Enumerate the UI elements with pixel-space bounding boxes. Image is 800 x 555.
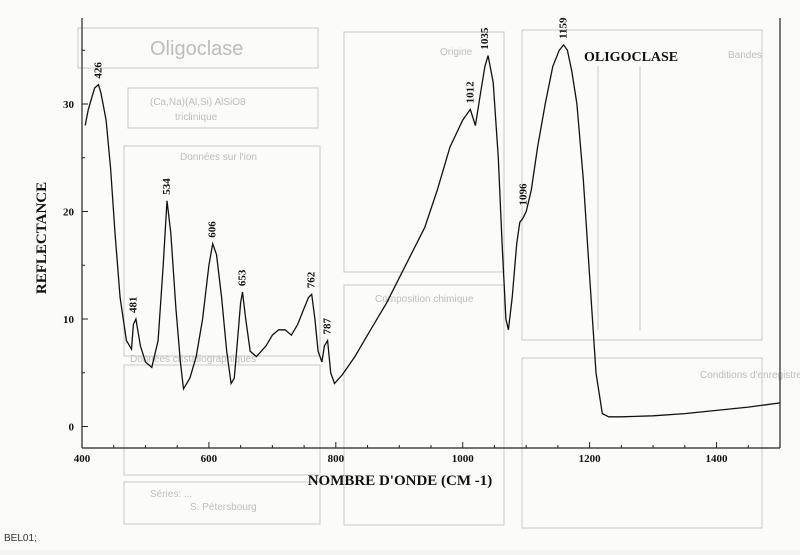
form-formula-sub: triclinique [175,112,218,123]
x-ticks: 400 600 800 1000 1200 1400 [74,442,781,465]
peak-label: 653 [237,269,249,286]
form-section-composition: Composition chimique [375,294,474,305]
form-composition-box [343,284,505,526]
peak-label: 762 [306,271,318,288]
form-bands-box [521,29,763,341]
form-formula-box [127,87,319,129]
peak-label: 1012 [464,81,476,104]
form-section-ion: Données sur l'ion [180,152,257,163]
form-section-bands: Bandes [728,50,762,61]
form-ion-box [123,145,321,357]
background-form: Oligoclase (Ca,Na)(Al,Si) AlSiO8 triclin… [77,27,800,529]
footer-label: BEL01; [4,533,37,544]
form-footer-box [123,481,321,525]
x-tick-label: 800 [328,453,345,465]
y-axis-title: REFLECTANCE [34,182,50,294]
form-formula: (Ca,Na)(Al,Si) AlSiO8 [150,97,246,108]
y-tick-label: 20 [63,207,75,219]
peak-label: 481 [127,297,139,314]
peak-label: 426 [92,62,104,79]
form-title: Oligoclase [150,38,243,60]
form-footer-left: Séries: ... [150,489,192,500]
y-ticks: 0 10 20 30 [63,49,88,434]
y-tick-label: 10 [63,314,75,326]
y-tick-label: 30 [63,99,75,111]
form-title-box [77,27,319,69]
x-tick-label: 1200 [579,453,602,465]
form-footer-note: S. Pétersbourg [190,502,257,513]
peak-label: 534 [161,178,173,195]
peak-label: 787 [322,318,334,335]
peak-label: 1035 [479,27,491,50]
peak-labels: 426 481 534 606 653 762 787 1012 1035 1096 1159 [92,17,569,335]
reflectance-series-line [84,43,781,418]
form-origin-box [343,31,505,273]
y-tick-label: 0 [69,422,75,434]
chart-title: OLIGOCLASE [584,50,678,65]
form-conditions-box [521,357,763,529]
form-section-conditions: Conditions d'enregistrement [700,370,800,381]
x-tick-label: 400 [74,453,91,465]
x-tick-label: 1400 [706,453,729,465]
x-axis-title: NOMBRE D'ONDE (CM -1) [308,473,493,489]
peak-label: 1159 [558,17,570,39]
peak-label: 1096 [518,183,530,206]
form-section-origin: Origine [440,47,473,58]
x-tick-label: 600 [201,453,218,465]
form-crystal-box [123,364,321,476]
peak-label: 606 [207,221,219,238]
form-section-crystal: Données cristallographiques [130,354,256,365]
x-tick-label: 1000 [452,453,475,465]
